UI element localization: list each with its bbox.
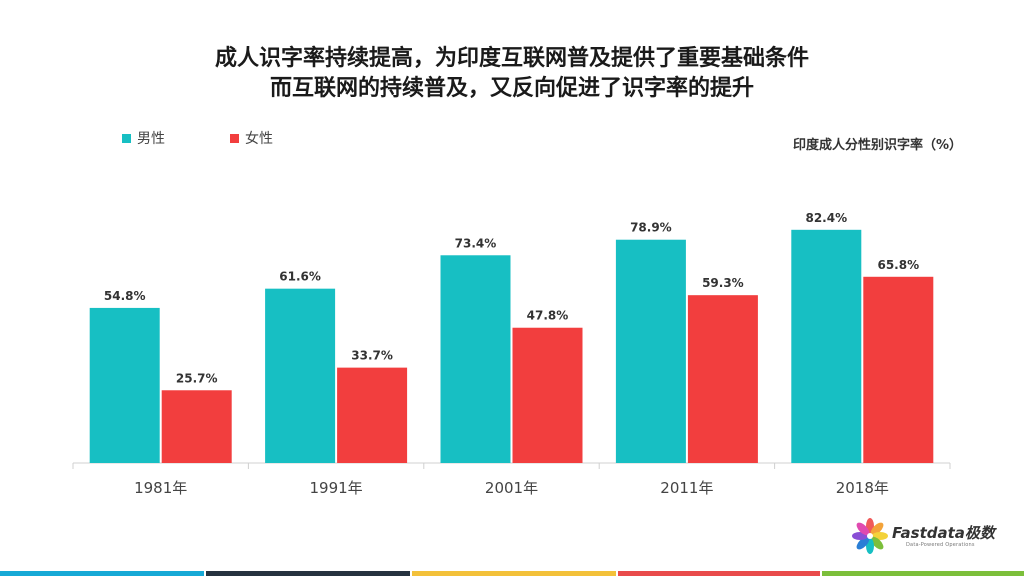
flower-logo-icon — [852, 518, 888, 554]
data-label: 47.8% — [527, 309, 569, 323]
bar-male — [615, 239, 686, 463]
bar-female — [337, 367, 408, 463]
x-tick-label: 2001年 — [485, 479, 538, 497]
data-label: 82.4% — [805, 211, 847, 225]
data-label: 33.7% — [351, 349, 393, 363]
x-tick-label: 2018年 — [836, 479, 889, 497]
footer-stripe-4 — [618, 571, 820, 576]
footer-stripe-2 — [206, 571, 410, 576]
footer-stripe-1 — [0, 571, 204, 576]
data-label: 61.6% — [279, 270, 321, 284]
fastdata-logo: Fastdata极数 Data-Powered Operations — [850, 516, 1000, 556]
legend-swatch-male — [122, 133, 131, 143]
bar-female — [512, 327, 583, 463]
logo-name: Fastdata极数 — [892, 524, 995, 542]
bar-male — [440, 255, 511, 463]
data-label: 54.8% — [104, 289, 146, 303]
bar-male — [791, 229, 862, 463]
bar-female — [687, 295, 758, 463]
legend-swatch-female — [230, 133, 239, 143]
title-line-1: 成人识字率持续提高，为印度互联网普及提供了重要基础条件 — [214, 46, 809, 71]
data-label: 65.8% — [877, 258, 919, 272]
data-label: 25.7% — [176, 371, 218, 385]
legend-item-male: 男性 — [122, 128, 165, 148]
chart-subtitle: 印度成人分性别识字率（%） — [792, 138, 962, 153]
data-label: 78.9% — [630, 221, 672, 235]
bar-female — [863, 276, 934, 463]
bar-female — [161, 390, 232, 463]
logo-tagline: Data-Powered Operations — [906, 542, 975, 548]
x-tick-label: 2011年 — [660, 479, 713, 497]
data-label: 73.4% — [455, 236, 497, 250]
legend-item-female: 女性 — [230, 128, 273, 148]
title-line-2: 而互联网的持续普及，又反向促进了识字率的提升 — [269, 76, 754, 101]
legend-label-male: 男性 — [137, 131, 165, 147]
footer-stripe-3 — [412, 571, 616, 576]
footer-stripe-5 — [822, 571, 1024, 576]
bar-male — [265, 288, 336, 463]
x-tick-label: 1981年 — [134, 479, 187, 497]
data-label: 59.3% — [702, 276, 744, 290]
bar-male — [89, 307, 160, 463]
chart-title: 成人识字率持续提高，为印度互联网普及提供了重要基础条件 而互联网的持续普及，又反… — [0, 44, 1024, 104]
x-tick-label: 1991年 — [310, 479, 363, 497]
legend-label-female: 女性 — [245, 131, 273, 147]
